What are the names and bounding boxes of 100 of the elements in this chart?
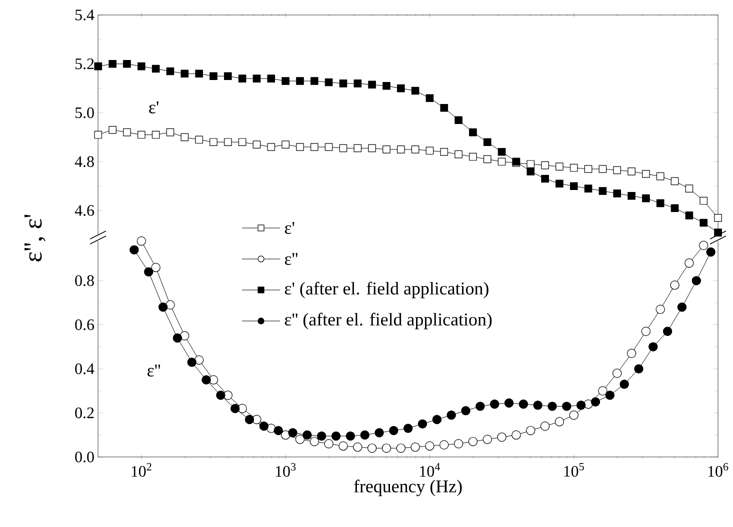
point	[210, 72, 218, 80]
point	[180, 133, 189, 142]
point	[526, 168, 535, 176]
point	[382, 82, 390, 90]
point	[700, 196, 708, 205]
point	[310, 143, 318, 151]
point	[685, 184, 694, 192]
point	[210, 138, 218, 146]
point	[454, 116, 462, 124]
point	[685, 212, 694, 220]
point	[656, 199, 664, 208]
point	[642, 170, 650, 178]
point	[440, 148, 448, 156]
legend-label: ε'	[284, 222, 294, 234]
x-axis-title: frequency (Hz)	[354, 480, 462, 496]
point	[94, 62, 102, 70]
y-axis-title: ε'', ε'	[24, 214, 46, 262]
x-tick-label: 10$^{3}$	[276, 463, 296, 477]
point	[498, 158, 506, 166]
point	[642, 194, 650, 202]
point	[123, 60, 131, 68]
x-tick-label: 10$^{6}$	[708, 463, 728, 477]
point	[368, 80, 376, 89]
point	[411, 86, 420, 95]
point	[570, 182, 578, 190]
point	[252, 74, 261, 82]
point	[628, 168, 636, 176]
point	[469, 152, 477, 161]
annotation: ε'	[149, 101, 158, 114]
point	[267, 74, 276, 82]
point	[570, 164, 578, 172]
annotation: ε''	[148, 364, 160, 377]
point	[324, 143, 333, 151]
legend-label: ε'' (after el. field application)	[284, 312, 492, 330]
point	[138, 62, 146, 70]
point	[138, 130, 146, 139]
point	[94, 130, 102, 139]
point	[714, 228, 722, 236]
point	[354, 80, 362, 88]
point	[628, 192, 636, 200]
point	[108, 60, 116, 68]
point	[368, 144, 376, 152]
point	[526, 160, 535, 168]
point	[180, 70, 189, 78]
point	[310, 77, 318, 85]
point	[296, 143, 304, 151]
y-tick-label: 5.0	[75, 107, 94, 118]
x-tick-label: 10$^{5}$	[564, 463, 584, 477]
point	[108, 126, 116, 134]
y-tick-label: 0.4	[75, 363, 94, 374]
point	[670, 204, 679, 212]
point	[584, 184, 592, 192]
point	[396, 146, 405, 154]
point	[339, 80, 348, 88]
legend-label: ε' (after el. field application)	[284, 282, 488, 298]
point	[339, 144, 348, 152]
point	[296, 77, 304, 85]
point	[556, 162, 564, 170]
point	[556, 180, 564, 188]
point	[238, 138, 246, 146]
point	[598, 165, 607, 173]
point	[541, 161, 549, 170]
point	[152, 64, 160, 73]
point	[411, 146, 420, 154]
y-tick-label: 0.6	[75, 319, 94, 330]
point	[426, 94, 434, 102]
y-tick-label: 0.2	[75, 408, 94, 418]
point	[498, 148, 506, 156]
point	[166, 67, 174, 76]
point	[584, 165, 592, 173]
y-tick-label: 5.2	[75, 58, 94, 70]
point	[426, 146, 434, 155]
y-tick-label: 4.8	[74, 156, 94, 168]
point	[224, 72, 232, 80]
point	[541, 174, 549, 183]
point	[483, 138, 492, 146]
point	[324, 78, 333, 86]
point	[396, 84, 405, 92]
point	[382, 146, 390, 154]
point	[238, 74, 246, 82]
point	[598, 187, 607, 195]
point	[152, 130, 160, 139]
point	[166, 128, 174, 136]
y-tick-label: 5.4	[75, 10, 94, 20]
point	[656, 172, 664, 180]
point	[282, 140, 290, 148]
legend-label: ε''	[284, 253, 298, 265]
y-tick-label: 4.6	[74, 205, 94, 216]
x-tick-label: 10$^{4}$	[420, 463, 440, 477]
point	[714, 214, 722, 222]
point	[195, 136, 203, 144]
point	[195, 70, 203, 78]
point	[224, 138, 232, 146]
point	[670, 177, 679, 186]
point	[252, 140, 261, 148]
point	[483, 155, 492, 164]
y-tick-label: 0.8	[75, 275, 94, 286]
point	[700, 218, 708, 227]
point	[123, 128, 131, 136]
y-tick-label: 0.0	[75, 452, 94, 462]
